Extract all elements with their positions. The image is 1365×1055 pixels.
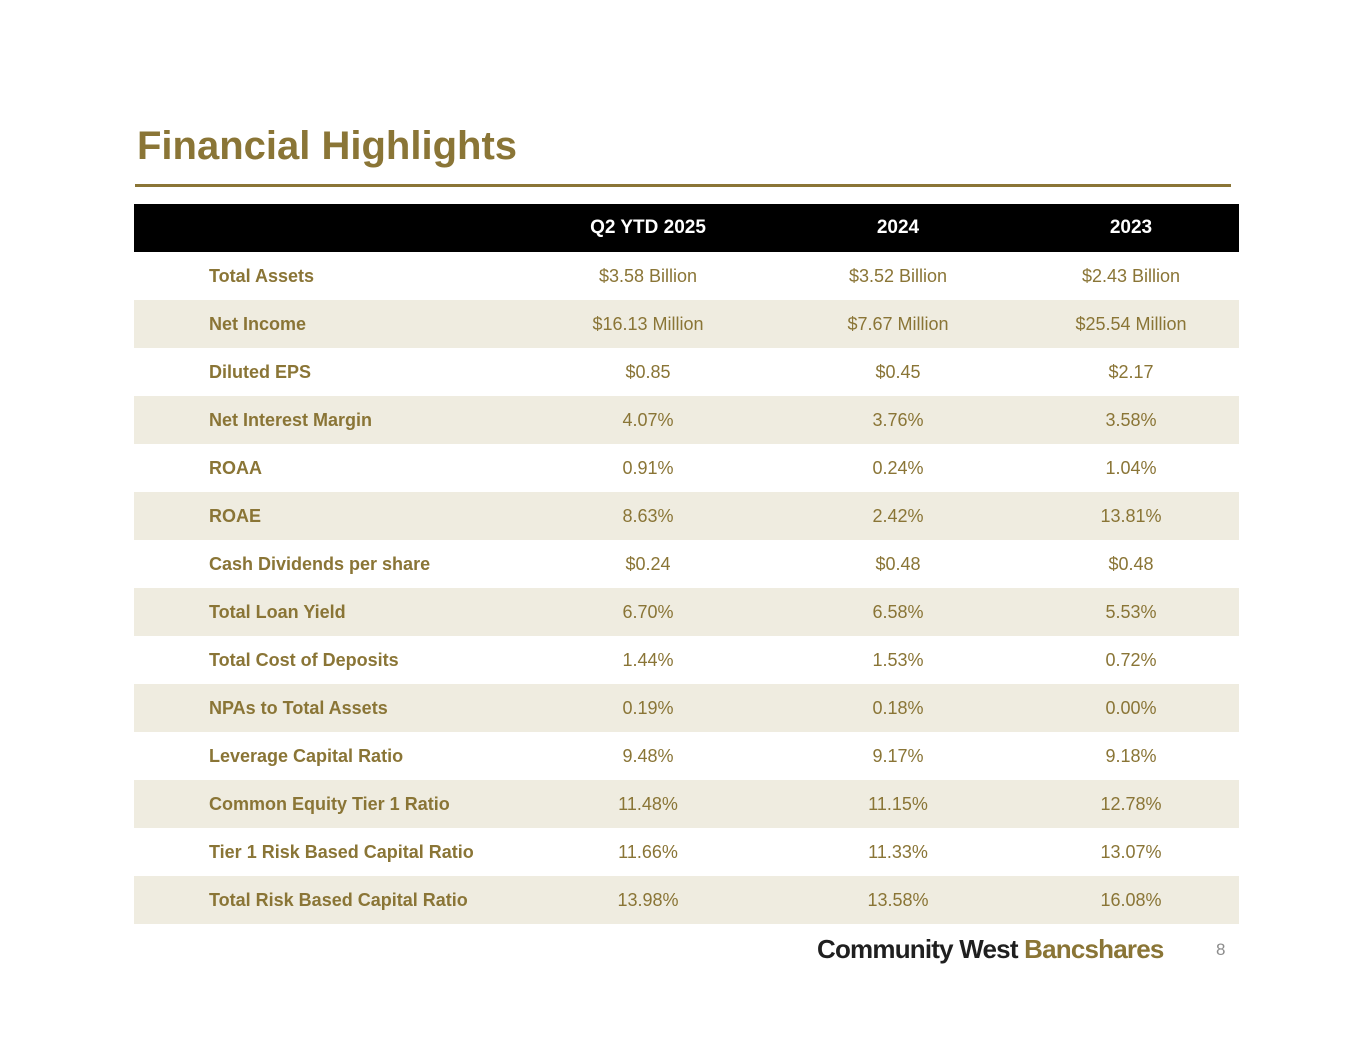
cell-2024: 3.76% xyxy=(872,409,924,430)
row-label: ROAA xyxy=(209,457,262,478)
cell-2024: $0.48 xyxy=(875,553,921,574)
cell-q2-ytd-2025: 0.91% xyxy=(622,457,674,478)
cell-q2-ytd-2025: 1.44% xyxy=(622,649,674,670)
cell-q2-ytd-2025: $0.85 xyxy=(625,361,671,382)
cell-2023: 12.78% xyxy=(1100,793,1162,814)
header-2023: 2023 xyxy=(1109,217,1153,238)
row-label: Common Equity Tier 1 Ratio xyxy=(209,793,450,814)
cell-2023: $0.48 xyxy=(1108,553,1154,574)
cell-2024: 11.15% xyxy=(868,793,928,814)
row-label: Diluted EPS xyxy=(209,361,312,382)
cell-2023: 1.04% xyxy=(1105,457,1157,478)
header-q2-ytd-2025: Q2 YTD 2025 xyxy=(590,217,706,238)
row-label: Total Loan Yield xyxy=(209,601,346,622)
cell-2023: 16.08% xyxy=(1100,889,1162,910)
cell-2024: 1.53% xyxy=(872,649,924,670)
table-header-row: Q2 YTD 2025 2024 2023 xyxy=(134,204,1239,252)
company-logo: Community West Bancshares xyxy=(817,932,1164,966)
table-row: Cash Dividends per share $0.24 $0.48 $0.… xyxy=(134,540,1239,588)
table-row: Total Assets $3.58 Billion $3.52 Billion… xyxy=(134,252,1239,300)
cell-2024: 9.17% xyxy=(872,745,924,766)
row-label: Net Interest Margin xyxy=(209,409,373,430)
cell-2024: 11.33% xyxy=(868,841,928,862)
cell-2024: 0.24% xyxy=(872,457,924,478)
cell-q2-ytd-2025: 4.07% xyxy=(622,409,674,430)
cell-2023: $2.17 xyxy=(1108,361,1154,382)
cell-2024: $0.45 xyxy=(875,361,921,382)
cell-q2-ytd-2025: 11.66% xyxy=(618,841,678,862)
cell-q2-ytd-2025: 8.63% xyxy=(622,505,674,526)
row-label: Total Assets xyxy=(209,265,315,286)
cell-2023: 3.58% xyxy=(1105,409,1157,430)
logo-text-bancshares: Bancshares xyxy=(1024,934,1164,964)
financial-highlights-table-container: Q2 YTD 2025 2024 2023 Total Assets $3.58… xyxy=(134,204,1239,924)
cell-2024: $3.52 Billion xyxy=(848,265,948,286)
cell-q2-ytd-2025: 11.48% xyxy=(618,793,678,814)
cell-2024: 2.42% xyxy=(872,505,924,526)
cell-2024: 6.58% xyxy=(872,601,924,622)
cell-q2-ytd-2025: $16.13 Million xyxy=(592,313,704,334)
row-label: NPAs to Total Assets xyxy=(209,697,388,718)
cell-2024: 13.58% xyxy=(867,889,929,910)
cell-2023: $25.54 Million xyxy=(1075,313,1187,334)
row-label: Total Risk Based Capital Ratio xyxy=(209,889,468,910)
table-row: Total Loan Yield 6.70% 6.58% 5.53% xyxy=(134,588,1239,636)
table-row: Total Risk Based Capital Ratio 13.98% 13… xyxy=(134,876,1239,924)
table-row: Total Cost of Deposits 1.44% 1.53% 0.72% xyxy=(134,636,1239,684)
table-row: Common Equity Tier 1 Ratio 11.48% 11.15%… xyxy=(134,780,1239,828)
header-2024: 2024 xyxy=(876,217,920,238)
cell-q2-ytd-2025: 9.48% xyxy=(622,745,674,766)
cell-q2-ytd-2025: 13.98% xyxy=(617,889,679,910)
row-label: Net Income xyxy=(209,313,307,334)
table-row: Net Income $16.13 Million $7.67 Million … xyxy=(134,300,1239,348)
row-label: Tier 1 Risk Based Capital Ratio xyxy=(209,841,474,862)
cell-q2-ytd-2025: $0.24 xyxy=(625,553,671,574)
cell-2024: $7.67 Million xyxy=(847,313,949,334)
cell-q2-ytd-2025: 0.19% xyxy=(622,697,674,718)
cell-2024: 0.18% xyxy=(872,697,924,718)
table-header: Q2 YTD 2025 2024 2023 xyxy=(134,204,1239,252)
table-row: Net Interest Margin 4.07% 3.76% 3.58% xyxy=(134,396,1239,444)
row-label: ROAE xyxy=(209,505,262,526)
financial-highlights-table: Q2 YTD 2025 2024 2023 Total Assets $3.58… xyxy=(134,204,1239,924)
cell-2023: 13.81% xyxy=(1100,505,1162,526)
page-title: Financial Highlights xyxy=(137,124,518,168)
cell-2023: 0.72% xyxy=(1105,649,1157,670)
row-label: Total Cost of Deposits xyxy=(209,649,399,670)
table-row: ROAE 8.63% 2.42% 13.81% xyxy=(134,492,1239,540)
table-row: NPAs to Total Assets 0.19% 0.18% 0.00% xyxy=(134,684,1239,732)
header-label-column xyxy=(134,204,523,252)
logo-text-community-west: Community West xyxy=(817,934,1018,964)
cell-2023: 13.07% xyxy=(1100,841,1162,862)
row-label: Leverage Capital Ratio xyxy=(209,745,404,766)
table-row: ROAA 0.91% 0.24% 1.04% xyxy=(134,444,1239,492)
cell-2023: 0.00% xyxy=(1105,697,1157,718)
table-row: Tier 1 Risk Based Capital Ratio 11.66% 1… xyxy=(134,828,1239,876)
table-row: Leverage Capital Ratio 9.48% 9.17% 9.18% xyxy=(134,732,1239,780)
table-row: Diluted EPS $0.85 $0.45 $2.17 xyxy=(134,348,1239,396)
cell-2023: $2.43 Billion xyxy=(1081,265,1181,286)
cell-q2-ytd-2025: $3.58 Billion xyxy=(598,265,698,286)
cell-2023: 9.18% xyxy=(1105,745,1157,766)
title-divider xyxy=(135,184,1231,187)
page-number: 8 xyxy=(1216,940,1226,959)
cell-2023: 5.53% xyxy=(1105,601,1157,622)
cell-q2-ytd-2025: 6.70% xyxy=(622,601,674,622)
table-body: Total Assets $3.58 Billion $3.52 Billion… xyxy=(134,252,1239,924)
row-label: Cash Dividends per share xyxy=(209,553,431,574)
